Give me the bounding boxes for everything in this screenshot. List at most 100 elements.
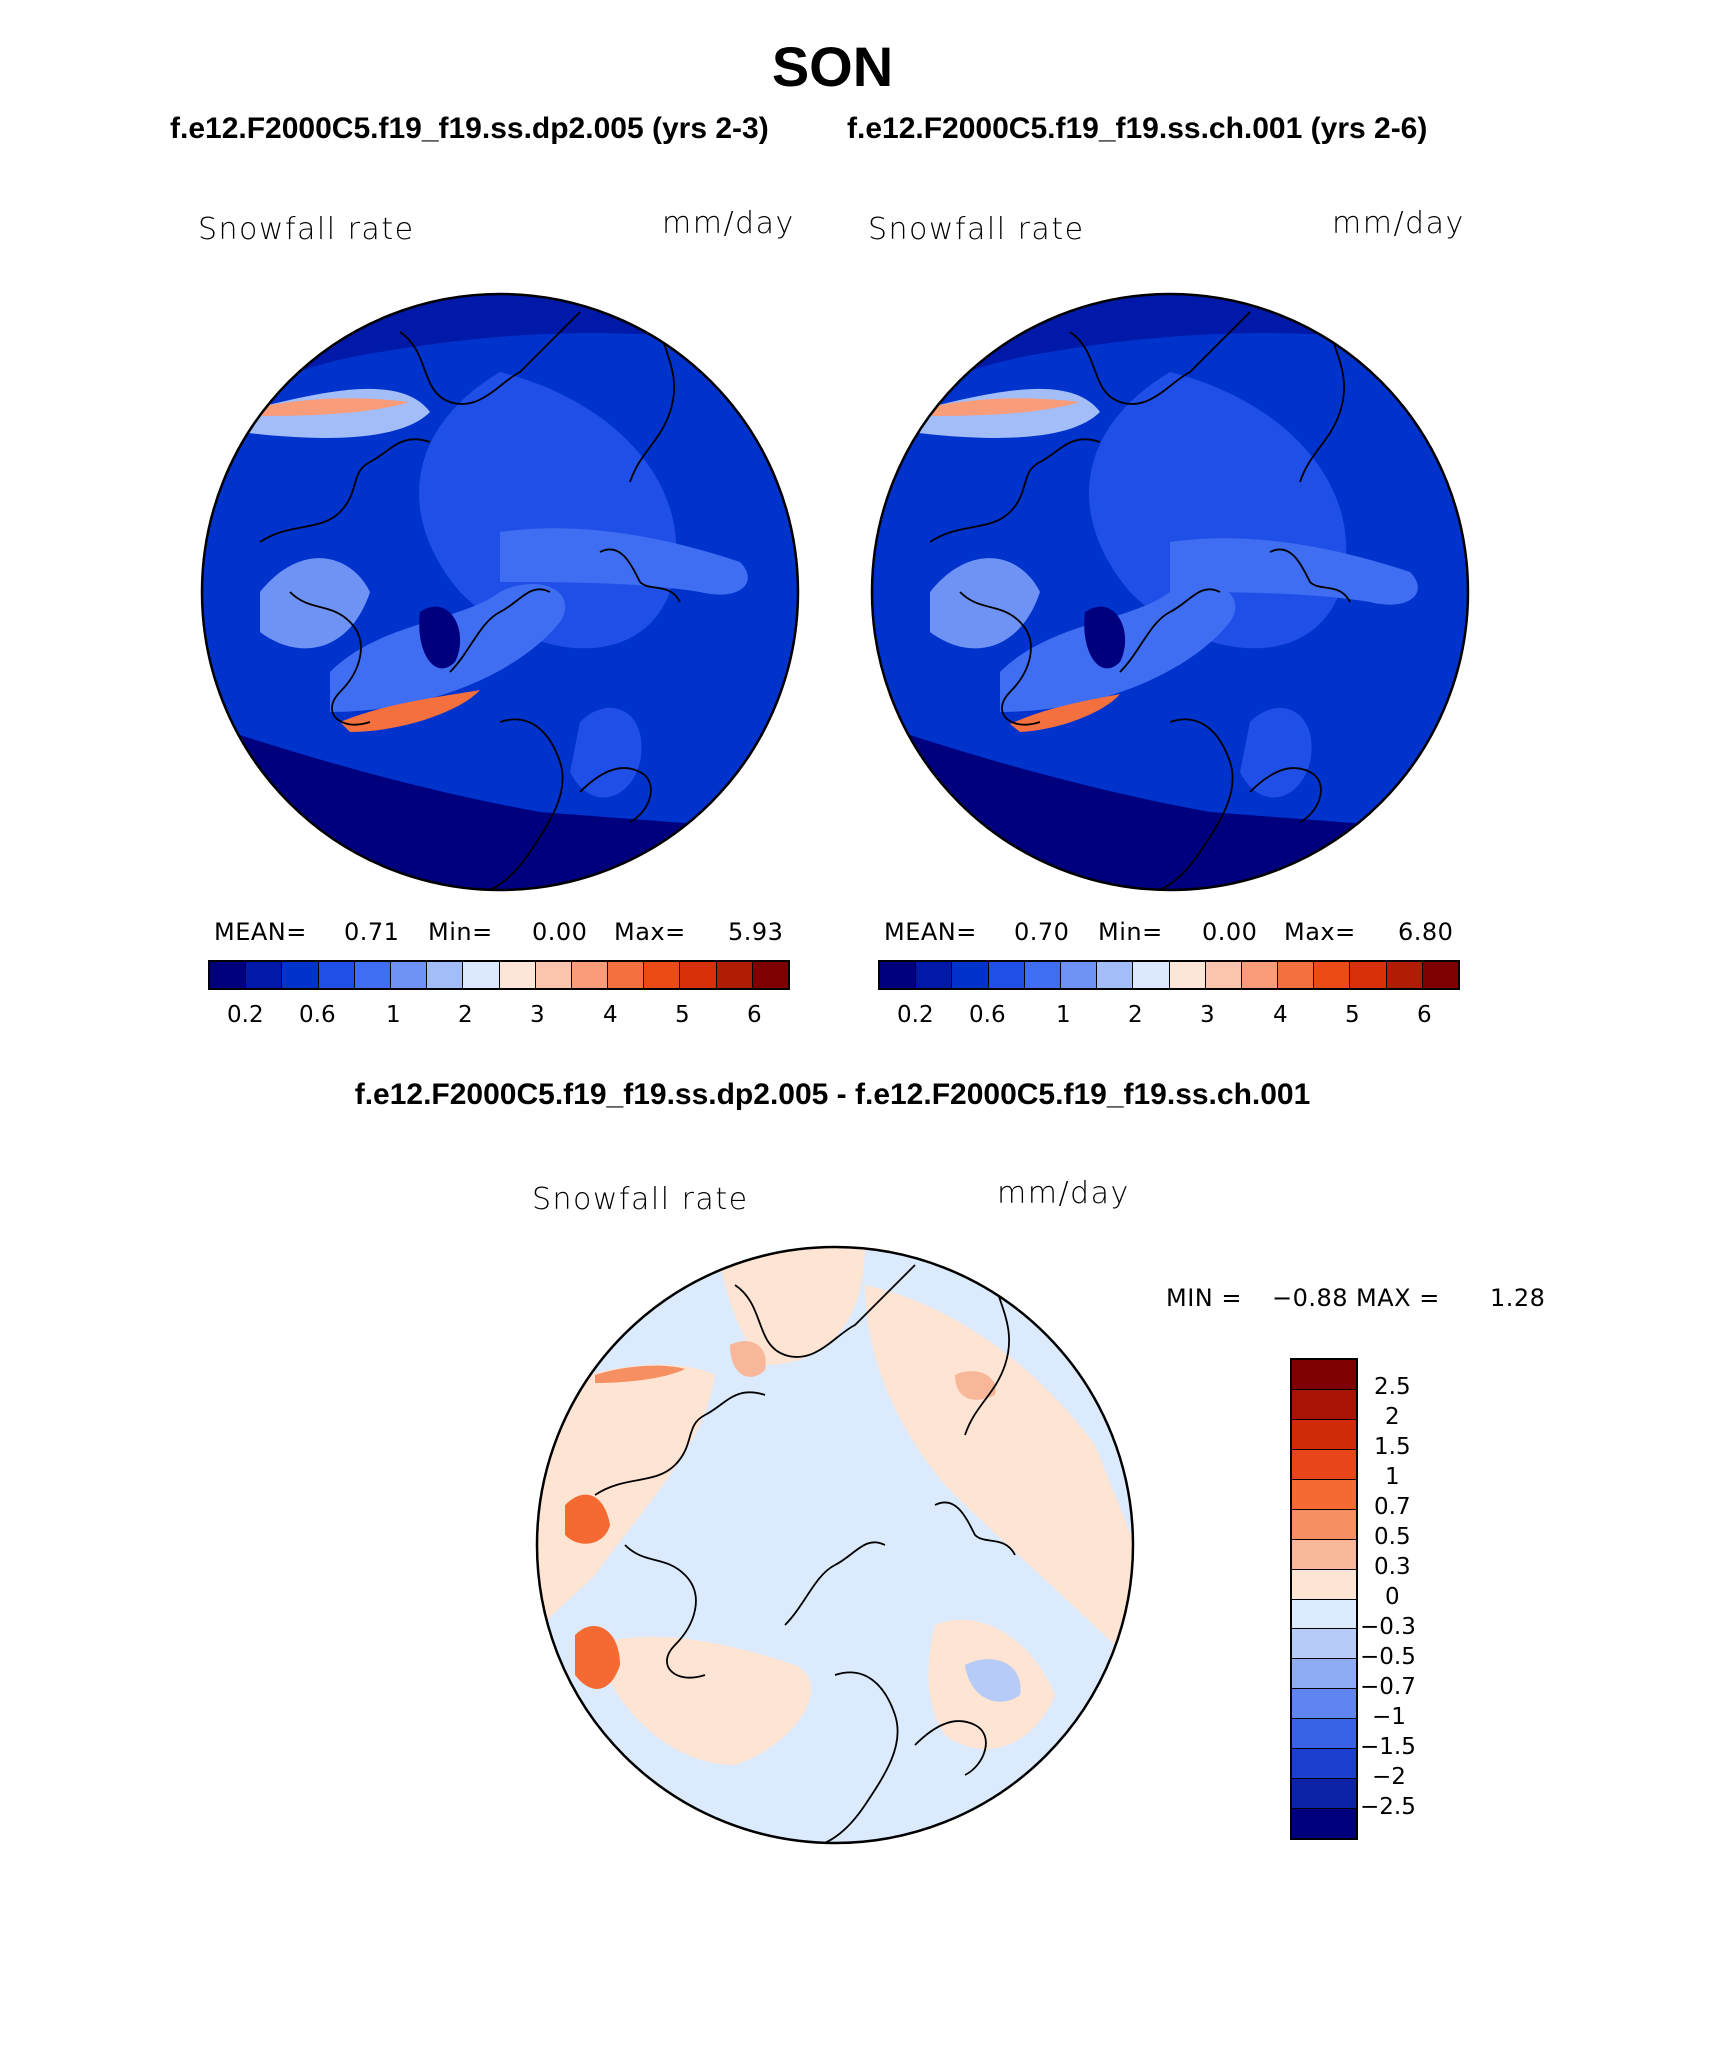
- right-mean-label: MEAN=: [884, 918, 977, 946]
- right-colorbar-tick: 4: [1273, 1002, 1288, 1028]
- colorbar-swatch: [1292, 1389, 1356, 1420]
- colorbar-swatch: [246, 962, 283, 988]
- colorbar-swatch: [1097, 962, 1134, 988]
- right-variable-label: Snowfall rate: [868, 212, 1085, 247]
- colorbar-swatch: [1292, 1599, 1356, 1630]
- colorbar-swatch: [1292, 1479, 1356, 1510]
- colorbar-swatch: [1422, 962, 1458, 988]
- right-max-label: Max=: [1284, 918, 1356, 946]
- diff-colorbar-tick: −2: [1372, 1764, 1406, 1790]
- colorbar-swatch: [1292, 1749, 1356, 1780]
- right-colorbar-tick: 0.2: [897, 1002, 934, 1028]
- right-max-value: 6.80: [1398, 918, 1454, 946]
- diff-colorbar-tick: −0.3: [1360, 1614, 1416, 1640]
- colorbar-swatch: [535, 962, 572, 988]
- right-snowfall-map: [870, 292, 1470, 892]
- left-snowfall-map: [200, 292, 800, 892]
- right-colorbar-tick: 3: [1200, 1002, 1215, 1028]
- left-colorbar-tick: 1: [386, 1002, 401, 1028]
- colorbar-swatch: [1386, 962, 1423, 988]
- diff-colorbar-tick: −0.5: [1360, 1644, 1416, 1670]
- colorbar-swatch: [463, 962, 500, 988]
- left-colorbar-tick: 4: [603, 1002, 618, 1028]
- right-colorbar-tick: 6: [1417, 1002, 1432, 1028]
- diff-colorbar-tick: −1: [1372, 1704, 1406, 1730]
- colorbar-swatch: [390, 962, 428, 988]
- left-max-label: Max=: [614, 918, 686, 946]
- colorbar-swatch: [680, 962, 717, 988]
- difference-snowfall-map: [535, 1245, 1135, 1845]
- colorbar-swatch: [1169, 962, 1206, 988]
- colorbar-swatch: [1292, 1629, 1356, 1660]
- diff-colorbar-tick: 1: [1385, 1464, 1400, 1490]
- left-units-label: mm/day: [662, 206, 795, 241]
- colorbar-swatch: [1350, 962, 1387, 988]
- right-min-value: 0.00: [1202, 918, 1258, 946]
- colorbar-swatch: [1292, 1659, 1356, 1690]
- diff-min-value: −0.88: [1272, 1284, 1349, 1312]
- diff-colorbar-tick: 0.3: [1374, 1554, 1411, 1580]
- diff-colorbar-tick: 0.7: [1374, 1494, 1411, 1520]
- colorbar-swatch: [1292, 1509, 1356, 1540]
- right-colorbar-tick: 1: [1056, 1002, 1071, 1028]
- left-colorbar-tick: 6: [747, 1002, 762, 1028]
- left-mean-label: MEAN=: [214, 918, 307, 946]
- diff-units-label: mm/day: [997, 1176, 1130, 1211]
- colorbar-swatch: [282, 962, 319, 988]
- colorbar-swatch: [318, 962, 355, 988]
- diff-colorbar-tick: 0.5: [1374, 1524, 1411, 1550]
- diff-max-value: 1.28: [1490, 1284, 1546, 1312]
- colorbar-swatch: [1292, 1539, 1356, 1570]
- colorbar-swatch: [1292, 1809, 1356, 1838]
- colorbar-swatch: [608, 962, 645, 988]
- colorbar-swatch: [1205, 962, 1242, 988]
- diff-min-label: MIN =: [1166, 1284, 1242, 1312]
- colorbar-swatch: [1241, 962, 1279, 988]
- colorbar-swatch: [210, 962, 247, 988]
- colorbar-swatch: [1292, 1449, 1356, 1480]
- colorbar-swatch: [354, 962, 391, 988]
- colorbar-swatch: [716, 962, 753, 988]
- left-colorbar: [208, 960, 790, 990]
- colorbar-swatch: [427, 962, 464, 988]
- colorbar-swatch: [1060, 962, 1098, 988]
- colorbar-swatch: [1024, 962, 1061, 988]
- left-colorbar-tick: 0.6: [299, 1002, 336, 1028]
- right-min-label: Min=: [1098, 918, 1163, 946]
- left-mean-value: 0.71: [344, 918, 400, 946]
- diff-colorbar-tick: −0.7: [1360, 1674, 1416, 1700]
- colorbar-swatch: [644, 962, 681, 988]
- right-case-title: f.e12.F2000C5.f19_f19.ss.ch.001 (yrs 2-6…: [847, 112, 1428, 145]
- left-colorbar-tick: 5: [675, 1002, 690, 1028]
- colorbar-swatch: [1292, 1569, 1356, 1600]
- figure-title: SON: [771, 35, 894, 98]
- diff-variable-label: Snowfall rate: [532, 1182, 749, 1217]
- colorbar-swatch: [1292, 1779, 1356, 1810]
- left-min-value: 0.00: [532, 918, 588, 946]
- right-colorbar-tick: 0.6: [969, 1002, 1006, 1028]
- left-colorbar-tick: 0.2: [227, 1002, 264, 1028]
- left-case-title: f.e12.F2000C5.f19_f19.ss.dp2.005 (yrs 2-…: [170, 112, 769, 145]
- diff-colorbar-tick: 0: [1385, 1584, 1400, 1610]
- right-colorbar: [878, 960, 1460, 990]
- colorbar-swatch: [916, 962, 953, 988]
- diff-colorbar-tick: −2.5: [1360, 1794, 1416, 1820]
- colorbar-swatch: [1292, 1419, 1356, 1450]
- colorbar-swatch: [880, 962, 917, 988]
- difference-title: f.e12.F2000C5.f19_f19.ss.dp2.005 - f.e12…: [354, 1078, 1311, 1111]
- diff-colorbar-tick: 1.5: [1374, 1434, 1411, 1460]
- colorbar-swatch: [952, 962, 989, 988]
- colorbar-swatch: [752, 962, 788, 988]
- colorbar-swatch: [1292, 1360, 1356, 1390]
- colorbar-swatch: [1292, 1719, 1356, 1750]
- left-colorbar-tick: 3: [530, 1002, 545, 1028]
- colorbar-swatch: [988, 962, 1025, 988]
- diff-colorbar-tick: 2: [1385, 1404, 1400, 1430]
- left-variable-label: Snowfall rate: [198, 212, 415, 247]
- right-mean-value: 0.70: [1014, 918, 1070, 946]
- colorbar-swatch: [1133, 962, 1170, 988]
- colorbar-swatch: [499, 962, 536, 988]
- colorbar-swatch: [571, 962, 609, 988]
- diff-max-label: MAX =: [1356, 1284, 1440, 1312]
- right-units-label: mm/day: [1332, 206, 1465, 241]
